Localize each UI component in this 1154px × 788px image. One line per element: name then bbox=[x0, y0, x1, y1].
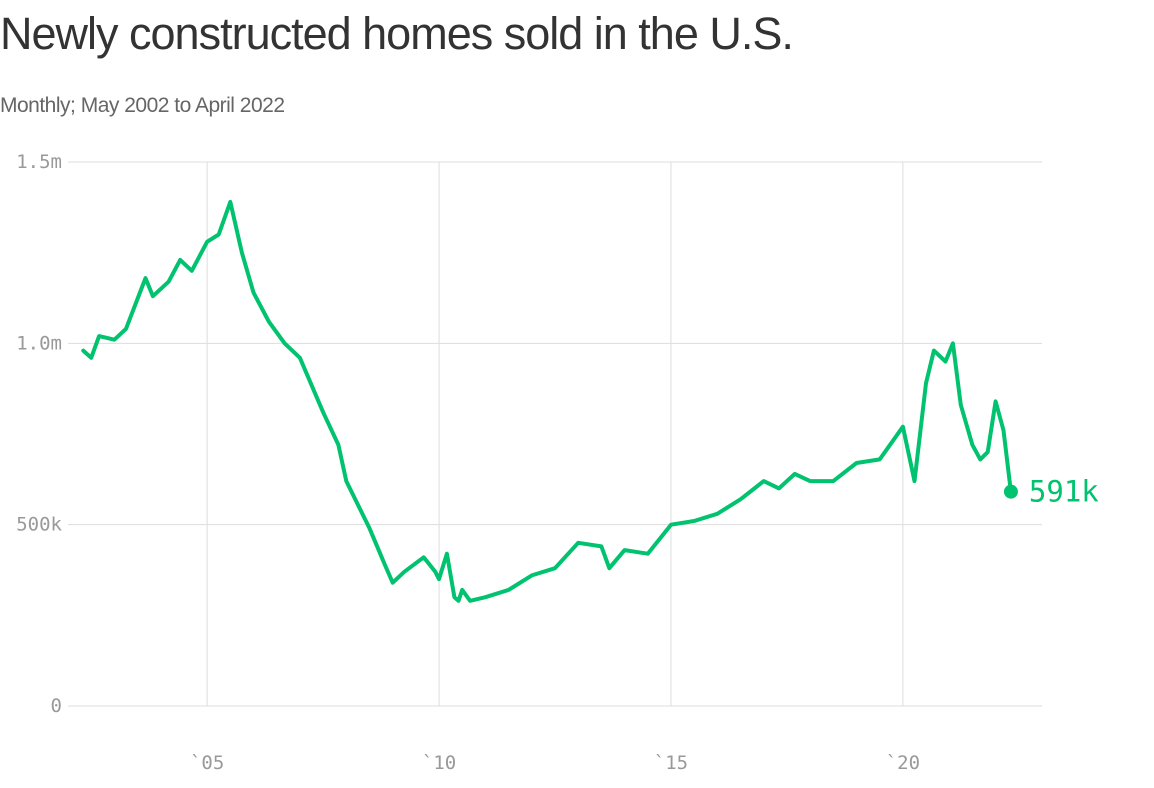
x-tick-label: `20 bbox=[886, 752, 920, 774]
chart-subtitle: Monthly; May 2002 to April 2022 bbox=[0, 94, 285, 117]
end-value-label: 591k bbox=[1029, 475, 1099, 509]
chart-title: Newly constructed homes sold in the U.S. bbox=[0, 8, 794, 59]
series-line bbox=[81, 199, 1013, 603]
end-point-marker bbox=[1003, 484, 1018, 499]
x-axis-tick-labels: `05 `10 `15 `20 bbox=[190, 752, 920, 774]
y-axis-tick-labels: 0 500k 1.0m 1.5m bbox=[16, 151, 62, 717]
y-tick-label: 1.5m bbox=[16, 151, 62, 173]
x-tick-label: `15 bbox=[654, 752, 688, 774]
y-tick-label: 1.0m bbox=[16, 332, 62, 354]
y-tick-label: 500k bbox=[16, 514, 62, 536]
gridlines bbox=[68, 161, 1042, 707]
x-tick-label: `10 bbox=[422, 752, 456, 774]
y-tick-label: 0 bbox=[51, 695, 62, 717]
x-tick-label: `05 bbox=[190, 752, 224, 774]
series-layer bbox=[81, 199, 1018, 603]
